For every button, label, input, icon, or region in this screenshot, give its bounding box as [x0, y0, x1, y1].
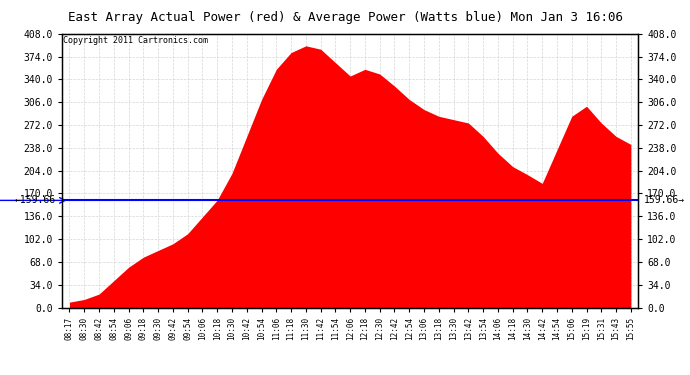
Text: East Array Actual Power (red) & Average Power (Watts blue) Mon Jan 3 16:06: East Array Actual Power (red) & Average … — [68, 11, 622, 24]
Text: Copyright 2011 Cartronics.com: Copyright 2011 Cartronics.com — [63, 36, 208, 45]
Text: ←159.66: ←159.66 — [15, 195, 57, 206]
Text: 159.66→: 159.66→ — [644, 195, 685, 206]
